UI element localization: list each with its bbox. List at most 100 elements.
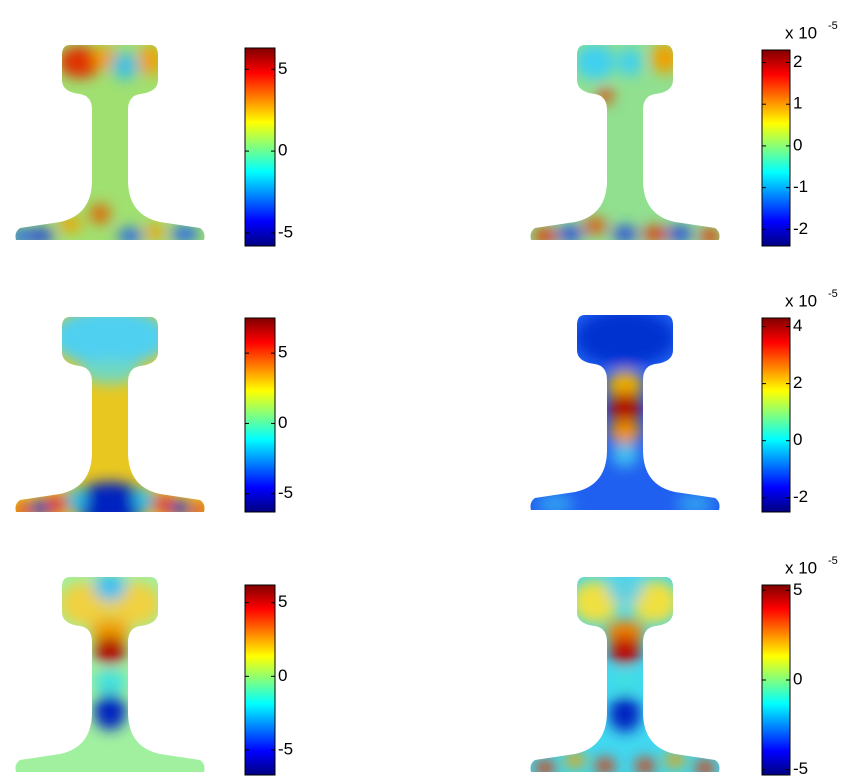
field-blob (609, 420, 641, 444)
colorbar (761, 584, 791, 776)
field-blob (58, 216, 82, 232)
colorbar-tick-label: 0 (278, 666, 287, 685)
field-blob (613, 226, 637, 240)
field-blob (609, 696, 641, 732)
field-blob (26, 228, 54, 240)
colorbar-tick-label: 0 (278, 413, 287, 432)
colorbar-tick-label: 0 (793, 669, 802, 688)
field-blob (80, 360, 140, 384)
field-blob (605, 620, 645, 644)
colorbar-multiplier: x 10 (785, 23, 817, 42)
colorbar-tick-label: 5 (278, 592, 287, 611)
colorbar-tick-label: 5 (278, 343, 287, 362)
colorbar-tick-label: 5 (793, 580, 802, 599)
colorbar-tick-label: -5 (793, 759, 808, 778)
colorbar-multiplier: x 10 (785, 291, 817, 310)
field-blob (618, 48, 642, 76)
field-blob (695, 760, 715, 772)
colorbar-tick-label: -5 (278, 222, 293, 241)
colorbar-multiplier: x 10 (785, 558, 817, 577)
mode-shape (15, 45, 205, 240)
field-blob (94, 694, 126, 730)
field-blob (138, 45, 162, 76)
field-blob (94, 670, 126, 694)
field-blob (575, 45, 615, 80)
field-blob (63, 488, 87, 512)
field-blob (72, 482, 148, 512)
field (15, 45, 205, 240)
field-blob (15, 228, 30, 240)
colorbar-tick-label: 2 (793, 373, 802, 392)
field-blob (571, 580, 619, 624)
field-blob (145, 224, 165, 240)
field-blobs (59, 577, 161, 730)
field-blob (58, 46, 102, 78)
field-blob (192, 502, 205, 512)
field-blob (171, 226, 199, 240)
field-blobs (15, 317, 205, 512)
field-blobs (537, 315, 713, 510)
field-blob (607, 577, 643, 604)
field (15, 577, 205, 772)
field-blob (94, 636, 126, 664)
colorbar-tick-label: 4 (793, 316, 802, 335)
colorbar-exponent: -5 (828, 288, 838, 300)
field-blob (152, 494, 172, 512)
field-blob (677, 494, 713, 510)
mode-shape (530, 315, 720, 510)
field (530, 315, 720, 510)
colorbar (244, 584, 276, 776)
field-blob (609, 636, 641, 664)
colorbar (761, 317, 791, 513)
field-blob (535, 760, 555, 772)
field-blob (700, 228, 720, 240)
field-blob (575, 315, 675, 366)
colorbar-tick-label: 2 (793, 52, 802, 71)
field (15, 317, 205, 512)
field-blob (30, 500, 50, 512)
colorbar-tick-label: 0 (793, 135, 802, 154)
field-blobs (535, 577, 715, 772)
colorbar (244, 317, 276, 513)
field-blob (565, 752, 585, 768)
field-blob (631, 580, 679, 624)
field-blob (50, 317, 170, 367)
field-blob (665, 752, 685, 768)
field-blob (558, 226, 582, 240)
field-blob (583, 218, 607, 234)
field-blob (537, 494, 573, 510)
field-blob (94, 577, 126, 601)
field-blob (48, 494, 68, 512)
field-blob (607, 371, 643, 399)
field-blob (111, 52, 139, 80)
field (530, 577, 720, 772)
field (530, 45, 720, 240)
mode-shape (15, 317, 205, 512)
field-blob (15, 502, 30, 512)
colorbar-tick-label: 0 (793, 430, 802, 449)
field-blob (533, 228, 557, 240)
field-blob (170, 500, 190, 512)
colorbar-tick-label: 0 (278, 141, 287, 160)
field-blob (90, 204, 110, 224)
colorbar-tick-label: -5 (278, 483, 293, 502)
colorbar-tick-label: -2 (793, 487, 808, 506)
colorbar (761, 49, 791, 247)
colorbar-exponent: -5 (828, 555, 838, 567)
field-blob (595, 758, 615, 772)
field-blob (90, 618, 130, 646)
colorbar-tick-label: 5 (278, 59, 287, 78)
colorbar-tick-label: -5 (278, 739, 293, 758)
field-blob (597, 88, 613, 104)
field-blob (651, 45, 679, 74)
field-blob (635, 758, 655, 772)
mode-shape (530, 45, 720, 240)
mode-shape (15, 577, 205, 772)
colorbar-tick-label: -2 (793, 219, 808, 238)
field-blob (668, 226, 692, 240)
field-blob (611, 443, 639, 467)
field-blob (609, 392, 641, 424)
mode-shape (530, 577, 720, 772)
colorbar (244, 47, 276, 247)
